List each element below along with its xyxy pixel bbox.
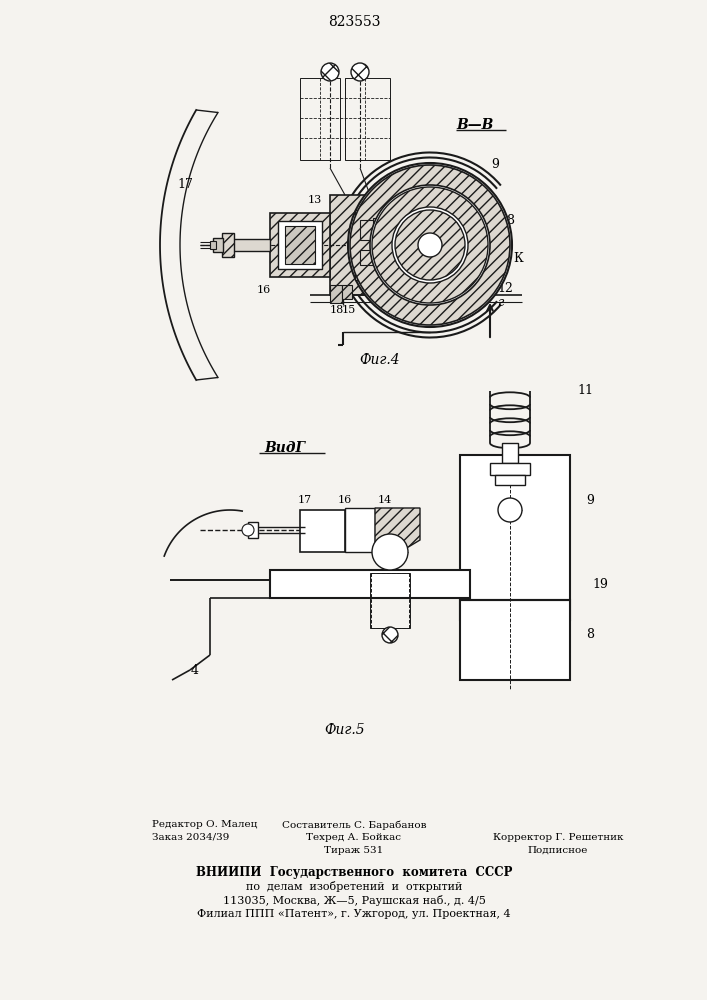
Text: 15: 15: [342, 305, 356, 315]
Circle shape: [321, 63, 339, 81]
Text: 19: 19: [592, 578, 608, 591]
Bar: [345, 508, 375, 552]
Bar: [213, 238, 223, 252]
Bar: [342, 285, 352, 299]
Text: 17: 17: [298, 495, 312, 505]
Text: Фиг.4: Фиг.4: [360, 353, 400, 367]
Text: 12: 12: [497, 282, 513, 294]
Polygon shape: [375, 508, 420, 552]
Text: 8: 8: [586, 629, 594, 642]
Circle shape: [348, 163, 512, 327]
Bar: [248, 522, 258, 538]
Text: 823553: 823553: [328, 15, 380, 29]
Bar: [370, 573, 410, 628]
Text: Техред А. Бойкас: Техред А. Бойкас: [307, 833, 402, 842]
Text: 9: 9: [586, 493, 594, 506]
Text: Фиг.5: Фиг.5: [325, 723, 366, 737]
Bar: [278, 221, 322, 269]
Circle shape: [392, 207, 468, 283]
Bar: [373, 218, 388, 242]
Bar: [330, 285, 342, 303]
Bar: [270, 213, 330, 277]
Text: 17: 17: [177, 178, 193, 192]
Bar: [490, 463, 530, 475]
Bar: [460, 455, 570, 620]
Text: ВНИИПИ  Государственного  комитета  СССР: ВНИИПИ Государственного комитета СССР: [196, 866, 512, 879]
Circle shape: [350, 165, 510, 325]
Text: 16: 16: [257, 285, 271, 295]
Text: Составитель С. Барабанов: Составитель С. Барабанов: [282, 820, 426, 830]
Text: 16: 16: [338, 495, 352, 505]
Bar: [502, 443, 518, 463]
Circle shape: [395, 210, 465, 280]
Text: ВидГ: ВидГ: [264, 441, 305, 455]
Bar: [460, 600, 570, 680]
Circle shape: [370, 185, 490, 305]
Bar: [230, 239, 270, 251]
Bar: [360, 220, 378, 240]
Text: 19: 19: [442, 302, 458, 314]
Circle shape: [372, 534, 408, 570]
Text: Тираж 531: Тираж 531: [325, 846, 384, 855]
Bar: [360, 250, 390, 265]
Circle shape: [418, 233, 442, 257]
Text: К: К: [513, 251, 523, 264]
Text: 14: 14: [378, 495, 392, 505]
Circle shape: [372, 187, 488, 303]
Circle shape: [242, 524, 254, 536]
Text: 8: 8: [506, 214, 514, 227]
Text: Подписное: Подписное: [528, 846, 588, 855]
Text: Филиал ППП «Патент», г. Ужгород, ул. Проектная, 4: Филиал ППП «Патент», г. Ужгород, ул. Про…: [197, 909, 511, 919]
Text: 11: 11: [577, 383, 593, 396]
Bar: [270, 570, 470, 598]
Text: Заказ 2034/39: Заказ 2034/39: [152, 833, 229, 842]
Circle shape: [382, 627, 398, 643]
Bar: [300, 510, 345, 552]
Bar: [222, 233, 234, 257]
Bar: [355, 210, 405, 280]
Text: Корректор Г. Решетник: Корректор Г. Решетник: [493, 833, 624, 842]
Text: Редактор О. Малец: Редактор О. Малец: [152, 820, 257, 829]
Text: 113035, Москва, Ж—5, Раушская наб., д. 4/5: 113035, Москва, Ж—5, Раушская наб., д. 4…: [223, 895, 486, 906]
Text: 9: 9: [491, 158, 499, 172]
Bar: [210, 241, 216, 249]
Circle shape: [351, 63, 369, 81]
Bar: [330, 195, 430, 295]
Text: 18: 18: [330, 305, 344, 315]
Text: по  делам  изобретений  и  открытий: по делам изобретений и открытий: [246, 881, 462, 892]
Text: г: г: [497, 296, 503, 308]
Text: 4: 4: [191, 664, 199, 676]
Text: В—В: В—В: [456, 118, 493, 132]
Circle shape: [498, 498, 522, 522]
Text: 13: 13: [308, 195, 322, 205]
Bar: [285, 226, 315, 264]
Bar: [495, 475, 525, 485]
